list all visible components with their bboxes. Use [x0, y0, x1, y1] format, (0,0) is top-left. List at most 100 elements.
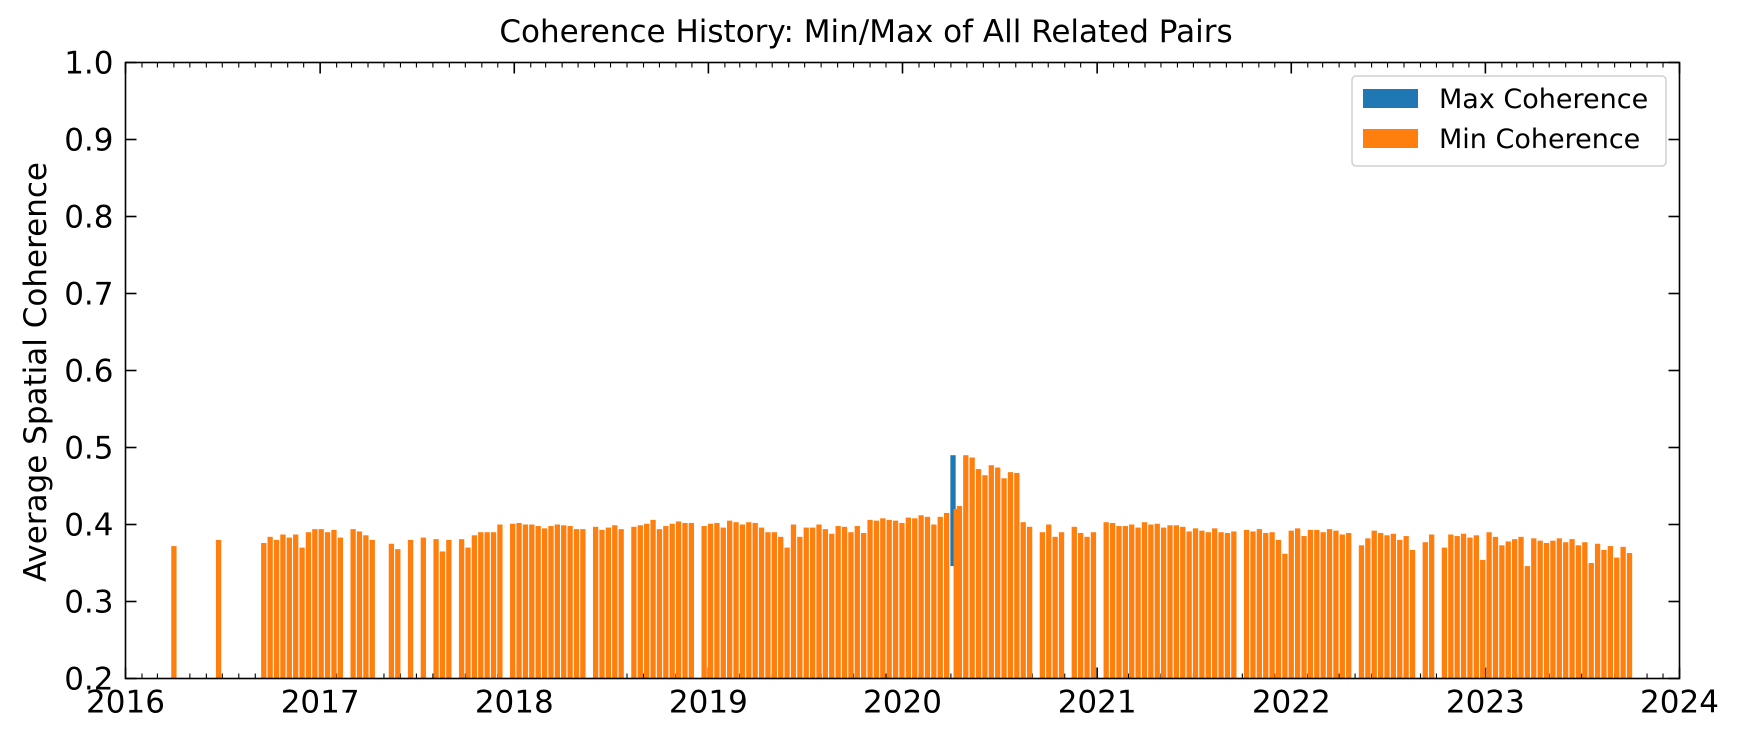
bar-min-coherence [1243, 529, 1250, 679]
bar-min-coherence [1480, 559, 1486, 679]
x-tick-label: 2021 [1058, 685, 1137, 721]
bars [171, 455, 1633, 679]
bar-min-coherence [324, 532, 331, 679]
bar-min-coherence [1001, 478, 1007, 679]
bar-min-coherence [1135, 527, 1141, 679]
x-tick-label: 2018 [475, 685, 554, 721]
x-axis-ticks: 2016 2017 2018 2019 2020 2021 2022 2023 2024 [86, 62, 1719, 721]
bar-min-coherence [573, 529, 580, 679]
bar-min-coherence [1263, 532, 1269, 679]
bar-min-coherence [953, 509, 959, 679]
x-tick-label: 2022 [1252, 685, 1331, 721]
bar-min-coherence [318, 529, 324, 679]
bar-min-coherence [1046, 524, 1052, 679]
bar-min-coherence [1594, 543, 1601, 679]
bar-min-coherence [675, 521, 682, 679]
bar-min-coherence [1403, 536, 1409, 679]
bar-min-coherence [861, 532, 867, 679]
bar-min-coherence [350, 529, 356, 679]
bar-min-coherence [637, 525, 643, 679]
bar-min-coherence [599, 529, 605, 679]
bar-min-coherence [529, 524, 535, 679]
bar-min-coherence [1288, 530, 1294, 679]
bar-min-coherence [1556, 538, 1562, 679]
bar-min-coherence [1224, 532, 1231, 679]
bar-min-coherence [516, 522, 522, 679]
bar-min-coherence [1186, 531, 1192, 679]
bar-min-coherence [299, 547, 305, 679]
bar-min-coherence [1294, 528, 1301, 679]
bar-min-coherence [1460, 533, 1467, 679]
x-tick-label: 2020 [863, 685, 942, 721]
bar-min-coherence [1429, 534, 1435, 679]
bar-min-coherence [758, 527, 765, 679]
bar-min-coherence [937, 516, 943, 679]
bar-min-coherence [1199, 530, 1205, 679]
x-tick-label: 2024 [1640, 685, 1719, 721]
y-tick-label: 0.6 [64, 354, 113, 390]
bar-min-coherence [688, 522, 695, 679]
bar-min-coherence [1390, 533, 1397, 679]
bar-min-coherence [892, 520, 899, 679]
bar-min-coherence [1231, 531, 1237, 679]
bar-min-coherence [1141, 522, 1148, 679]
bar-min-coherence [803, 527, 809, 679]
bar-min-coherence [273, 539, 280, 679]
bar-min-coherence [1358, 545, 1365, 679]
bar-min-coherence [280, 534, 286, 679]
bar-min-coherence [286, 537, 292, 679]
bar-min-coherence [1250, 531, 1256, 679]
bar-min-coherence [1384, 535, 1390, 679]
bar-min-coherence [1320, 532, 1326, 679]
bar-min-coherence [720, 527, 726, 679]
bar-min-coherence [918, 515, 924, 679]
bar-min-coherence [1078, 532, 1084, 679]
bar-min-coherence [407, 539, 414, 679]
bar-min-coherence [1511, 539, 1518, 679]
x-tick-label: 2023 [1446, 685, 1525, 721]
bar-min-coherence [841, 526, 848, 679]
bar-min-coherence [1039, 532, 1046, 679]
bar-min-coherence [497, 524, 503, 679]
bar-min-coherence [663, 526, 669, 679]
bar-min-coherence [446, 539, 452, 679]
bar-min-coherence [1071, 526, 1077, 679]
legend-box [1351, 75, 1667, 167]
bar-min-coherence [765, 532, 771, 679]
bar-min-coherence [1346, 532, 1352, 679]
bar-min-coherence [618, 529, 624, 679]
bar-min-coherence [848, 532, 854, 679]
bar-min-coherence [369, 539, 375, 679]
bar-min-coherence [1026, 526, 1033, 679]
bar-min-coherence [395, 549, 401, 679]
bar-min-coherence [1454, 536, 1460, 679]
bar-min-coherence [363, 535, 369, 679]
legend-swatch-min [1363, 129, 1418, 148]
bar-max-coherence [950, 455, 956, 567]
bar-min-coherence [995, 467, 1001, 679]
chart-title: Coherence History: Min/Max of All Relate… [499, 14, 1232, 50]
bar-min-coherence [631, 526, 637, 679]
bar-min-coherence [171, 546, 177, 679]
bar-min-coherence [567, 526, 573, 679]
x-tick-label: 2017 [281, 685, 360, 721]
bar-min-coherence [1333, 530, 1339, 679]
bar-min-coherence [873, 520, 880, 679]
bar-min-coherence [1109, 522, 1116, 679]
bar-min-coherence [1422, 542, 1428, 679]
legend-label-max: Max Coherence [1439, 84, 1648, 115]
bar-min-coherence [975, 469, 982, 679]
bar-min-coherence [727, 520, 733, 679]
bar-min-coherence [1326, 529, 1333, 679]
bar-min-coherence [535, 526, 541, 679]
bar-min-coherence [905, 517, 912, 679]
y-axis-ticks: 0.2 0.3 0.4 0.5 0.6 0.7 0.8 0.9 1.0 [64, 46, 1680, 698]
bar-min-coherence [215, 539, 222, 679]
bar-min-coherence [1173, 525, 1180, 679]
y-tick-label: 0.5 [64, 431, 113, 467]
bar-min-coherence [982, 475, 988, 679]
bar-min-coherence [1205, 532, 1211, 679]
bar-min-coherence [969, 457, 975, 679]
